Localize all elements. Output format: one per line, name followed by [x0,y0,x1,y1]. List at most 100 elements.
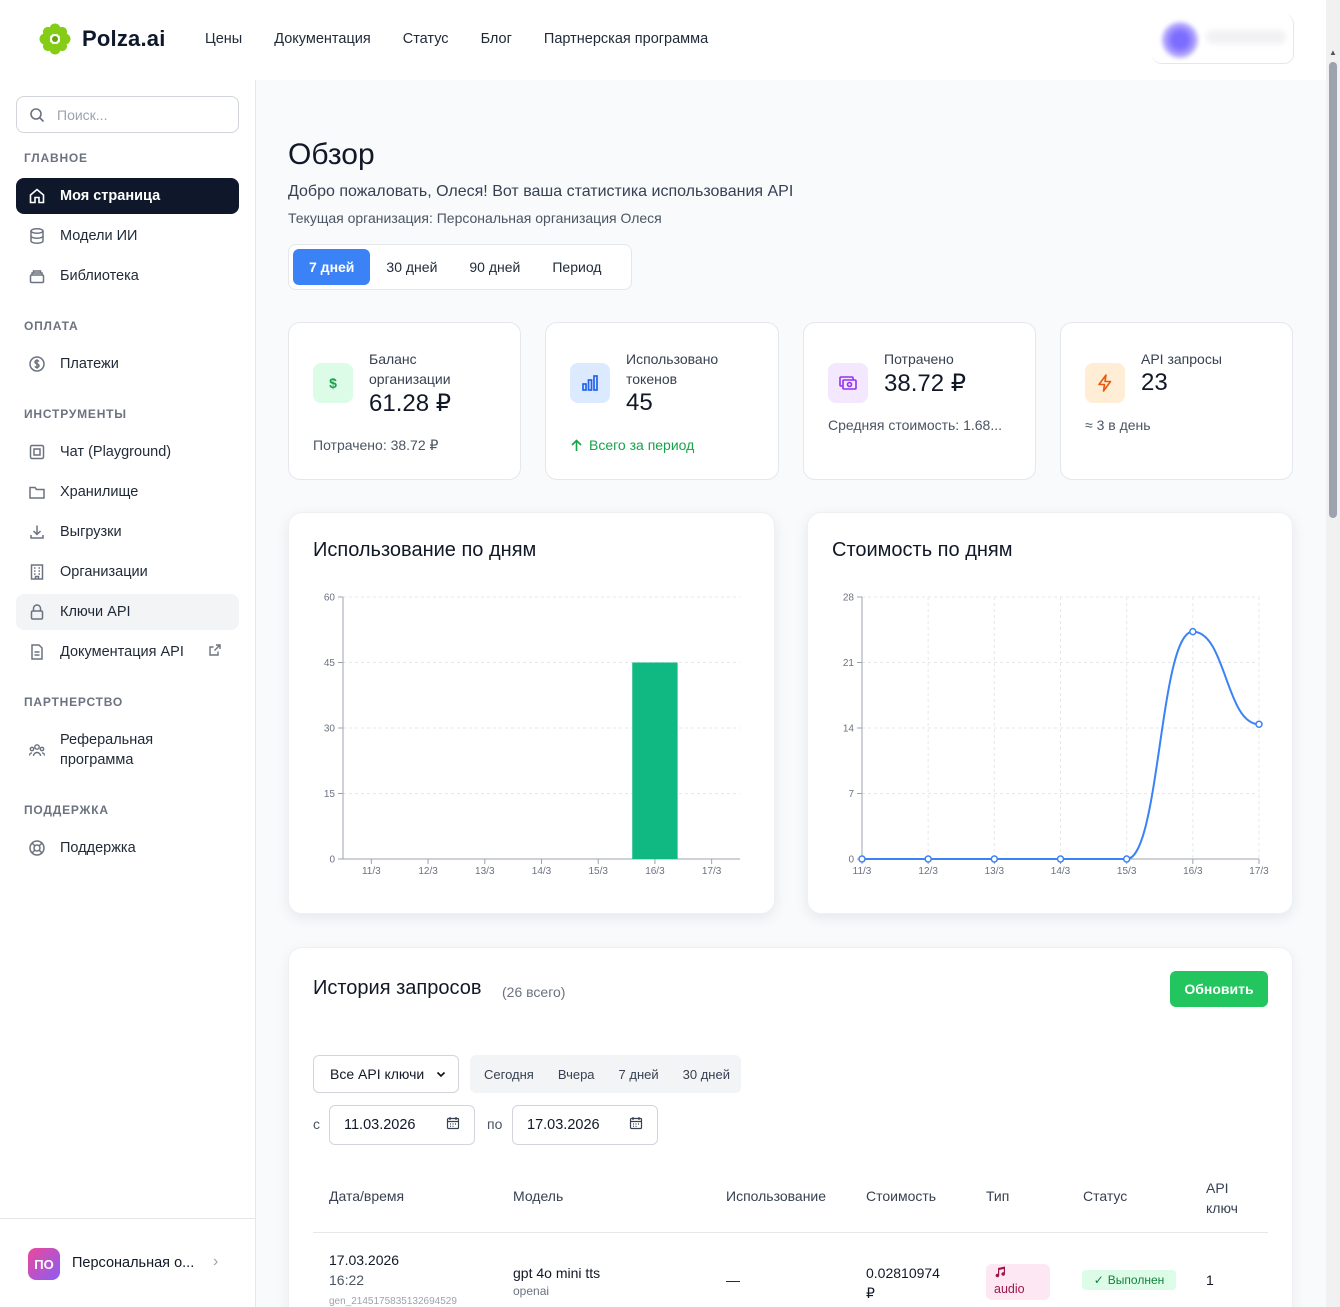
logo[interactable]: Polza.ai [38,22,166,56]
row-provider: openai [513,1284,550,1298]
nav-docs[interactable]: Документация [274,31,371,47]
scrollbar-thumb[interactable] [1329,62,1337,518]
to-date-input[interactable]: 17.03.2026 [512,1105,658,1145]
logo-icon [39,23,71,55]
sidebar-item-label: Хранилище [60,484,139,500]
nav-status[interactable]: Статус [402,31,449,47]
period-30-days[interactable]: 30 дней [386,259,438,275]
dollar-circle-icon [28,355,46,373]
sidebar-item-label: Поддержка [60,840,136,856]
data-point [990,855,999,863]
col-header-type[interactable]: Тип [986,1188,1010,1204]
type-label: audio [994,1282,1025,1296]
col-header-usage[interactable]: Использование [726,1188,827,1204]
nav-prices[interactable]: Цены [205,31,243,47]
col-header-datetime[interactable]: Дата/время [329,1188,405,1204]
calendar-icon[interactable] [629,1116,643,1134]
sidebar-item-chat[interactable]: Чат (Playground) [16,434,239,470]
period-7-days[interactable]: 7 дней [293,249,371,285]
sidebar-item-models[interactable]: Модели ИИ [16,218,239,254]
stat-footnote: Всего за период [589,437,695,453]
user-menu[interactable] [1152,14,1294,64]
type-badge: audio [986,1264,1050,1300]
bar-chart-icon [570,363,610,403]
org-switcher[interactable]: ПО Персональная о... › [0,1218,256,1307]
y-tick-label: 0 [848,855,854,866]
stat-card-tokens: Использовано токенов 45 Всего за период [545,322,779,480]
stat-value: 61.28 ₽ [369,390,451,417]
usage-bar-chart: 0 15 30 45 60 11/3 12/3 13/3 14/3 15/3 16/3 17/3 [324,593,740,877]
data-point [1255,720,1263,729]
sidebar-item-api-keys[interactable]: Ключи API [16,594,239,630]
x-tick-label: 13/3 [475,866,495,877]
bolt-icon [1085,363,1125,403]
col-header-model[interactable]: Модель [513,1188,564,1204]
history-count: (26 всего) [502,984,566,1000]
api-key-select[interactable]: Все API ключи [313,1055,459,1093]
quick-range-group: Сегодня Вчера 7 дней 30 дней [470,1055,741,1093]
refresh-button[interactable]: Обновить [1170,971,1268,1007]
col-header-status[interactable]: Статус [1083,1188,1128,1204]
x-tick-label: 12/3 [918,866,938,877]
calendar-icon[interactable] [446,1116,460,1134]
row-cost: 0.02810974 ₽ [866,1265,940,1301]
cost-chart-card: Стоимость по дням 0 7 14 21 28 11/3 12/3 13/3 14… [807,512,1293,914]
api-key-select-value: Все API ключи [330,1066,425,1082]
sidebar-item-label: Выгрузки [60,524,122,540]
document-icon [28,643,46,661]
nav-blog[interactable]: Блог [480,31,512,47]
search-input[interactable]: Поиск... [16,96,239,133]
stat-value: 23 [1141,369,1168,396]
sidebar-item-support[interactable]: Поддержка [16,830,239,866]
row-api-key: 1 [1206,1272,1214,1288]
x-tick-label: 15/3 [1117,866,1137,877]
col-header-cost[interactable]: Стоимость [866,1188,937,1204]
x-tick-label: 11/3 [853,866,872,877]
range-yesterday[interactable]: Вчера [557,1066,595,1082]
lock-icon [28,603,46,621]
to-label: по [487,1116,503,1132]
nav-partner[interactable]: Партнерская программа [543,31,709,47]
top-bar: Polza.ai Цены Документация Статус Блог П… [0,0,1326,80]
sidebar-item-payments[interactable]: Платежи [16,346,239,382]
usage-chart-card: Использование по дням 0 15 30 45 60 11/3 12/3 1… [288,512,775,914]
x-tick-label: 17/3 [702,866,722,877]
sidebar-item-my-page[interactable]: Моя страница [16,178,239,214]
data-point [924,855,932,863]
period-selector: 7 дней 30 дней 90 дней Период [288,244,632,290]
y-tick-label: 7 [848,789,854,800]
sidebar-item-label: Моя страница [60,188,161,204]
stat-value: 45 [626,389,653,416]
period-custom[interactable]: Период [552,259,602,275]
x-tick-label: 14/3 [1051,866,1071,877]
home-icon [28,187,46,205]
range-30-days[interactable]: 30 дней [682,1066,730,1082]
org-name: Персональная о... [72,1255,195,1271]
x-tick-label: 12/3 [418,866,438,877]
main-content: Обзор Добро пожаловать, Олеся! Вот ваша … [256,80,1326,1307]
dollar-icon: $ [313,363,353,403]
sidebar-item-organizations[interactable]: Организации [16,554,239,590]
section-partners: ПАРТНЕРСТВО [24,695,124,709]
user-avatar[interactable] [1162,22,1198,58]
top-navigation: Цены Документация Статус Блог Партнерска… [205,31,708,47]
range-7-days[interactable]: 7 дней [618,1066,659,1082]
sidebar-item-library[interactable]: Библиотека [16,258,239,294]
section-payment: ОПЛАТА [24,319,79,333]
range-today[interactable]: Сегодня [484,1066,534,1082]
stat-footnote: Потрачено: 38.72 ₽ [313,437,439,453]
sidebar-item-api-docs[interactable]: Документация API [16,634,239,670]
scroll-up-arrow-icon[interactable]: ▲ [1329,48,1337,57]
stat-card-requests: API запросы 23 ≈ 3 в день [1060,322,1293,480]
sidebar-item-storage[interactable]: Хранилище [16,474,239,510]
sidebar-item-referral[interactable]: Реферальная программа [16,726,239,774]
sidebar-item-exports[interactable]: Выгрузки [16,514,239,550]
from-date-input[interactable]: 11.03.2026 [329,1105,475,1145]
download-icon [28,523,46,541]
period-90-days[interactable]: 90 дней [469,259,521,275]
building-icon [28,563,46,581]
x-tick-label: 16/3 [1183,866,1203,877]
folder-icon [28,483,46,501]
col-header-api-key[interactable]: API ключ [1206,1180,1238,1216]
history-title: История запросов [313,977,482,999]
